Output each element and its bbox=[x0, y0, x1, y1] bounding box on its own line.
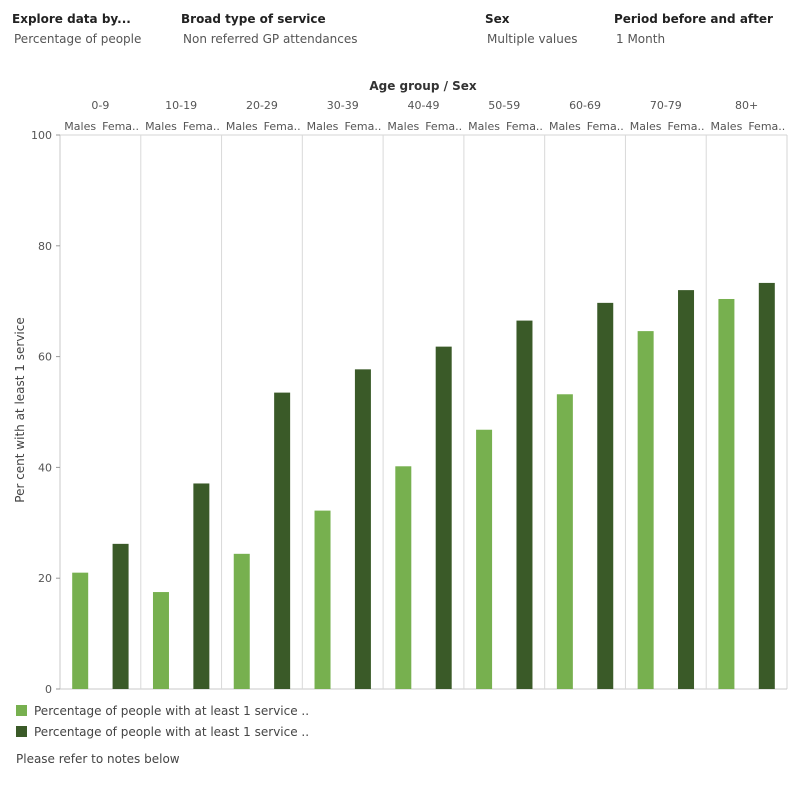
filter-sex[interactable]: Sex Multiple values bbox=[485, 12, 578, 46]
y-tick-label: 0 bbox=[45, 683, 52, 696]
filter-value[interactable]: 1 Month bbox=[616, 32, 666, 46]
bar bbox=[112, 543, 129, 689]
y-tick-label: 100 bbox=[31, 129, 52, 142]
age-group-label: 70-79 bbox=[650, 99, 682, 112]
legend-item[interactable]: Percentage of people with at least 1 ser… bbox=[16, 721, 309, 742]
sex-label: Fema.. bbox=[506, 120, 543, 133]
y-axis-title: Per cent with at least 1 service bbox=[13, 317, 27, 502]
sex-label: Males bbox=[468, 120, 500, 133]
sex-label: Males bbox=[145, 120, 177, 133]
bar bbox=[152, 592, 169, 689]
sex-label: Fema.. bbox=[264, 120, 301, 133]
bar bbox=[72, 572, 89, 689]
bar bbox=[314, 510, 331, 689]
legend: Percentage of people with at least 1 ser… bbox=[16, 700, 309, 742]
y-tick-label: 20 bbox=[38, 572, 52, 585]
filter-label: Broad type of service bbox=[181, 12, 326, 26]
filter-explore-data-by[interactable]: Explore data by... Percentage of people bbox=[12, 12, 141, 46]
y-tick-label: 80 bbox=[38, 240, 52, 253]
bar bbox=[718, 298, 735, 689]
legend-swatch bbox=[16, 726, 27, 737]
sex-label: Males bbox=[64, 120, 96, 133]
age-group-label: 30-39 bbox=[327, 99, 359, 112]
y-tick-label: 60 bbox=[38, 351, 52, 364]
bar bbox=[476, 429, 493, 689]
bar bbox=[597, 302, 614, 689]
filter-value[interactable]: Percentage of people bbox=[14, 32, 142, 46]
legend-item[interactable]: Percentage of people with at least 1 ser… bbox=[16, 700, 309, 721]
bar bbox=[274, 392, 291, 689]
y-tick-label: 40 bbox=[38, 461, 52, 474]
sex-label: Males bbox=[711, 120, 743, 133]
age-group-label: 20-29 bbox=[246, 99, 278, 112]
bar bbox=[354, 369, 371, 689]
bar bbox=[678, 290, 695, 689]
filter-label: Sex bbox=[485, 12, 510, 26]
bar bbox=[435, 346, 452, 689]
bar bbox=[758, 282, 775, 689]
age-group-label: 80+ bbox=[735, 99, 758, 112]
sex-label: Fema.. bbox=[587, 120, 624, 133]
age-group-label: 40-49 bbox=[408, 99, 440, 112]
filter-value[interactable]: Non referred GP attendances bbox=[183, 32, 358, 46]
filter-period-before-and-after[interactable]: Period before and after 1 Month bbox=[614, 12, 773, 46]
filter-value[interactable]: Multiple values bbox=[487, 32, 578, 46]
age-group-label: 50-59 bbox=[488, 99, 520, 112]
legend-label: Percentage of people with at least 1 ser… bbox=[34, 724, 310, 739]
legend-label: Percentage of people with at least 1 ser… bbox=[34, 703, 310, 718]
sex-label: Males bbox=[387, 120, 419, 133]
sex-label: Males bbox=[549, 120, 581, 133]
notes-text: Please refer to notes below bbox=[16, 752, 180, 766]
sex-label: Fema.. bbox=[102, 120, 139, 133]
sex-label: Fema.. bbox=[425, 120, 462, 133]
age-group-label: 60-69 bbox=[569, 99, 601, 112]
filter-broad-type-of-service[interactable]: Broad type of service Non referred GP at… bbox=[181, 12, 358, 46]
sex-label: Males bbox=[226, 120, 258, 133]
bar bbox=[637, 331, 654, 689]
bar bbox=[556, 394, 573, 689]
sex-label: Males bbox=[630, 120, 662, 133]
age-group-label: 10-19 bbox=[165, 99, 197, 112]
sex-label: Fema.. bbox=[668, 120, 705, 133]
sex-label: Fema.. bbox=[748, 120, 785, 133]
bar bbox=[395, 466, 412, 689]
legend-swatch bbox=[16, 705, 27, 716]
x-axis-title: Age group / Sex bbox=[369, 79, 477, 93]
bar bbox=[233, 553, 250, 689]
bar bbox=[516, 320, 533, 689]
age-group-label: 0-9 bbox=[91, 99, 109, 112]
bar-chart: Age group / Sex Per cent with at least 1… bbox=[13, 79, 788, 696]
sex-label: Fema.. bbox=[183, 120, 220, 133]
sex-label: Males bbox=[307, 120, 339, 133]
filter-label: Explore data by... bbox=[12, 12, 131, 26]
sex-label: Fema.. bbox=[344, 120, 381, 133]
bar bbox=[193, 483, 210, 689]
filter-label: Period before and after bbox=[614, 12, 773, 26]
